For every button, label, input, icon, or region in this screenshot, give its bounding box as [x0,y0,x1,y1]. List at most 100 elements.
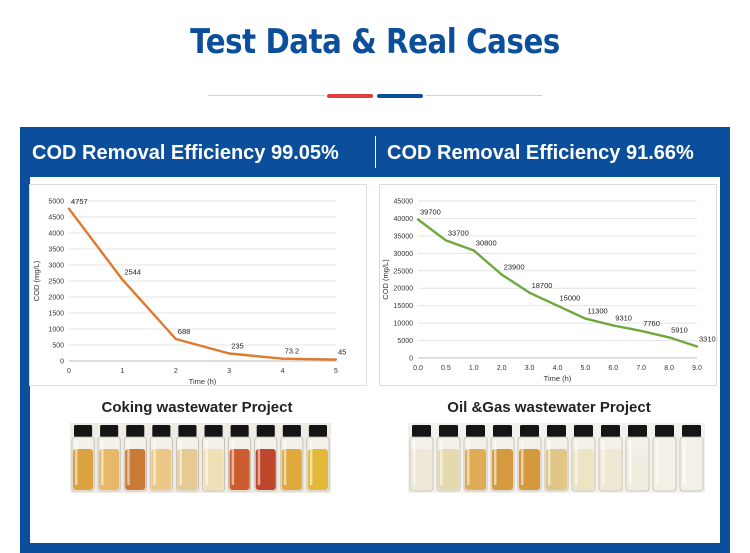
vial-cap [152,425,171,437]
y-tick-label: 40000 [394,216,414,223]
y-tick-label: 0 [409,356,413,363]
data-point [472,249,475,252]
y-tick-label: 45000 [394,199,414,206]
vial-liquid [255,449,276,490]
data-point [228,352,231,355]
x-tick-label: 7.0 [636,365,646,372]
vial-liquid [99,449,120,490]
oilgas-cod-chart: 0 5000 10000 15000 20000 25000 30000 35000 40000… [379,184,717,386]
vial-cap [230,425,249,437]
x-tick-label: 4.0 [553,365,563,372]
vial-liquid [654,449,675,490]
y-tick-label: 2000 [48,295,64,302]
data-label: 7760 [643,319,660,328]
data-label: 5910 [671,325,688,334]
vial-glare [494,441,497,485]
y-axis-label: COD (mg/L) [32,260,41,301]
y-tick-label: 5000 [397,338,413,345]
page-title: Test Data & Real Cases [190,22,560,62]
data-point [121,278,124,281]
data-label: 23900 [504,263,525,272]
vial-liquid [519,449,540,490]
vial-glare [440,441,443,485]
vial-liquid [681,449,702,490]
title-divider-left [208,95,325,96]
vial-cap [493,425,512,437]
data-point [416,218,420,221]
x-tick-label: 8.0 [664,365,674,372]
y-tick-label: 1000 [48,327,64,334]
coking-project-caption: Coking wastewater Project [101,399,293,416]
title-divider-right [425,95,542,96]
data-point [612,324,615,327]
vial-cap [204,425,223,437]
vial-glare [205,441,208,485]
data-label: 9310 [615,314,632,323]
y-tick-label: 4500 [48,215,64,222]
data-label: 235 [231,341,244,350]
vial-glare [656,441,659,485]
vial-liquid [177,449,198,490]
vial-liquid [203,449,224,490]
vial-glare [153,441,156,485]
vial-liquid [465,449,486,490]
vial-liquid [281,449,302,490]
vial-cap [412,425,431,437]
data-label: 15000 [560,294,581,303]
vial-cap [100,425,119,437]
vial-glare [179,441,182,485]
data-label: 73.2 [285,347,300,356]
vial-glare [602,441,605,485]
vial-cap [439,425,458,437]
data-point [584,317,587,320]
x-tick-label: 5 [334,368,338,375]
coking-cod-chart: 0 500 1000 1500 2000 2500 3000 3500 4000 4500 5000… [29,184,367,386]
data-label: 688 [178,327,191,336]
data-label: 39700 [420,207,441,216]
x-tick-label: 0.5 [441,365,451,372]
x-tick-label: 5.0 [581,365,591,372]
vial-liquid [151,449,172,490]
vial-cap [256,425,275,437]
x-tick-label: 2.0 [497,365,507,372]
data-label: 30800 [476,239,497,248]
vial-liquid [573,449,594,490]
vial-cap [574,425,593,437]
series-line [68,208,337,361]
y-tick-label: 3500 [48,247,64,254]
vial-liquid [229,449,250,490]
vial-glare [413,441,416,485]
x-tick-label: 0.0 [413,365,423,372]
data-label: 2544 [124,268,141,277]
vial-glare [101,441,104,485]
data-label: 4757 [71,197,88,206]
data-point [444,239,448,242]
vial-glare [629,441,632,485]
y-tick-label: 20000 [394,286,414,293]
y-tick-label: 500 [52,343,64,350]
y-tick-label: 30000 [394,251,414,258]
vial-glare [309,441,313,485]
vial-liquid [600,449,621,490]
vial-cap [520,425,539,437]
y-tick-label: 5000 [48,199,64,206]
vial-cap [308,425,327,437]
x-tick-label: 4 [281,368,285,375]
data-label: 3310 [699,334,716,343]
x-tick-label: 9.0 [692,365,702,372]
data-point [500,273,503,276]
vial-cap [547,425,566,437]
vial-glare [683,441,686,485]
vial-liquid [125,449,146,490]
vial-liquid [411,449,432,490]
data-point [281,357,284,360]
title-divider-blue-bar [377,94,423,98]
vial-glare [231,441,235,485]
data-point [640,329,643,333]
coking-samples-photo [70,423,331,493]
vial-cap [601,425,620,437]
vial-cap [466,425,485,437]
y-tick-label: 2500 [48,279,64,286]
vial-liquid [492,449,513,490]
oilgas-project-caption: Oil &Gas wastewater Project [447,399,651,416]
